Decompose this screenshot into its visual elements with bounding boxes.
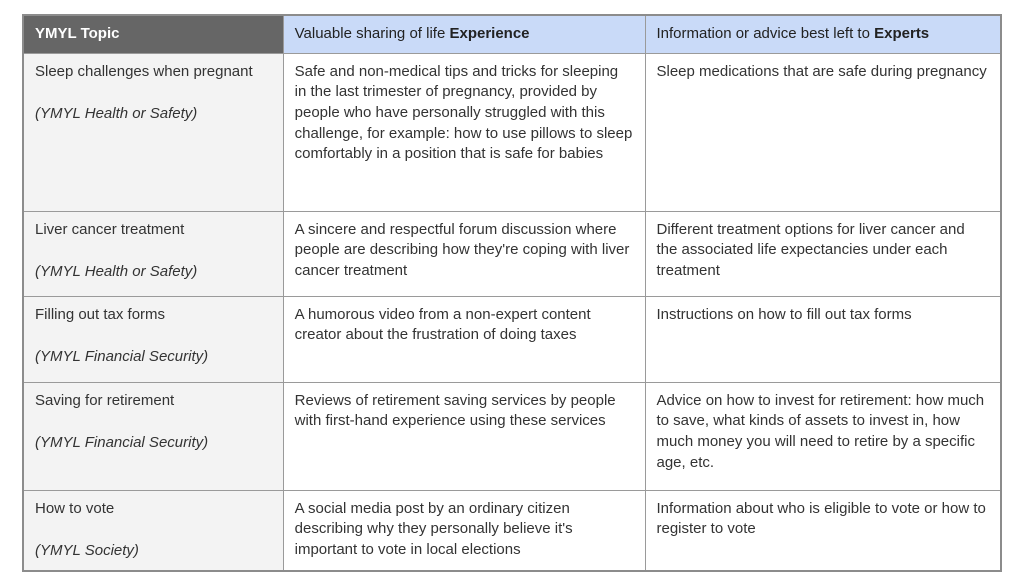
topic-category-text: (YMYL Society)	[35, 541, 139, 559]
header-label-experts-bold: Experts	[874, 24, 930, 42]
header-row: YMYL Topic Valuable sharing of life Expe…	[22, 14, 1002, 54]
header-label-experts-prefix: Information or advice best left to	[656, 24, 875, 42]
header-cell-experts: Information or advice best left to Exper…	[644, 14, 1002, 54]
topic-text: Filling out tax forms	[35, 305, 166, 323]
header-cell-experience: Valuable sharing of life Experience	[282, 14, 646, 54]
experts-cell: Different treatment options for liver ca…	[644, 210, 1002, 297]
topic-text: Sleep challenges when pregnant	[35, 62, 253, 80]
table-header: YMYL Topic Valuable sharing of life Expe…	[22, 14, 1002, 54]
experts-cell: Sleep medications that are safe during p…	[644, 52, 1002, 212]
ymyl-examples-table: YMYL Topic Valuable sharing of life Expe…	[22, 14, 1002, 572]
table-row: Saving for retirement (YMYL Financial Se…	[22, 381, 1002, 491]
header-cell-ymyl-topic: YMYL Topic	[22, 14, 284, 54]
topic-cell: Saving for retirement (YMYL Financial Se…	[22, 381, 284, 491]
experts-cell: Information about who is eligible to vot…	[644, 489, 1002, 572]
topic-category-text: (YMYL Financial Security)	[35, 347, 209, 365]
topic-text: How to vote	[35, 499, 115, 517]
experience-cell: Reviews of retirement saving services by…	[282, 381, 646, 491]
header-label-experience-bold: Experience	[449, 24, 530, 42]
topic-cell: Liver cancer treatment (YMYL Health or S…	[22, 210, 284, 297]
topic-category-text: (YMYL Health or Safety)	[35, 262, 198, 280]
experience-cell: A social media post by an ordinary citiz…	[282, 489, 646, 572]
table-row: Filling out tax forms (YMYL Financial Se…	[22, 295, 1002, 383]
topic-cell: How to vote (YMYL Society)	[22, 489, 284, 572]
topic-text: Liver cancer treatment	[35, 220, 185, 238]
topic-cell: Filling out tax forms (YMYL Financial Se…	[22, 295, 284, 383]
topic-category-text: (YMYL Health or Safety)	[35, 104, 198, 122]
header-label-ymyl-topic: YMYL Topic	[35, 24, 120, 42]
table-row: How to vote (YMYL Society) A social medi…	[22, 489, 1002, 572]
topic-category-text: (YMYL Financial Security)	[35, 433, 209, 451]
table-row: Liver cancer treatment (YMYL Health or S…	[22, 210, 1002, 297]
table-row: Sleep challenges when pregnant (YMYL Hea…	[22, 52, 1002, 212]
header-label-experience-prefix: Valuable sharing of life	[294, 24, 450, 42]
experts-cell: Advice on how to invest for retirement: …	[644, 381, 1002, 491]
topic-text: Saving for retirement	[35, 391, 175, 409]
experience-cell: A sincere and respectful forum discussio…	[282, 210, 646, 297]
table-body: Sleep challenges when pregnant (YMYL Hea…	[22, 52, 1002, 572]
experts-cell: Instructions on how to fill out tax form…	[644, 295, 1002, 383]
experience-cell: Safe and non-medical tips and tricks for…	[282, 52, 646, 212]
experience-cell: A humorous video from a non-expert conte…	[282, 295, 646, 383]
topic-cell: Sleep challenges when pregnant (YMYL Hea…	[22, 52, 284, 212]
